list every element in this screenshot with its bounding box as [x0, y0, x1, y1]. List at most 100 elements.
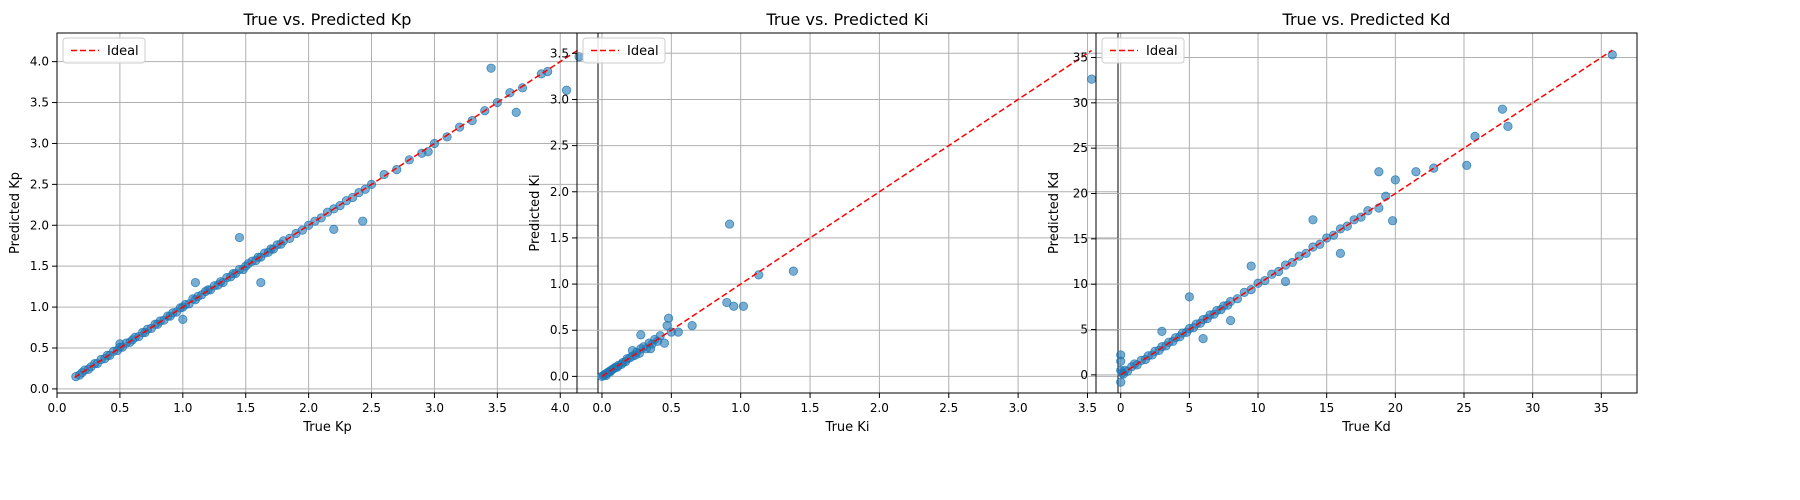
scatter-point — [1246, 261, 1256, 271]
legend: Ideal — [582, 37, 666, 64]
y-tick-label: 1.5 — [30, 259, 49, 273]
y-tick-label: 25 — [1073, 141, 1088, 155]
x-tick-label: 15 — [1319, 401, 1334, 415]
y-tick-label: 3.0 — [30, 136, 49, 150]
y-tick-label: 5 — [1080, 323, 1088, 337]
y-tick-label: 2.0 — [550, 185, 569, 199]
scatter-point — [1087, 74, 1097, 84]
y-tick-label: 3.0 — [550, 92, 569, 106]
ideal-line — [601, 49, 1093, 378]
legend-label: Ideal — [627, 44, 659, 59]
x-tick-label: 0.0 — [47, 401, 66, 415]
x-axis-label: True Ki — [825, 420, 870, 435]
y-tick-label: 0.0 — [30, 382, 49, 396]
scatter-point — [1246, 285, 1256, 295]
scatter-point — [1198, 333, 1208, 344]
scatter-point — [636, 330, 646, 340]
scatter-point — [1497, 104, 1508, 114]
y-axis-label: Predicted Kp — [8, 172, 23, 254]
scatter-point — [256, 277, 266, 288]
y-tick-label: 30 — [1073, 96, 1088, 110]
x-tick-label: 2.0 — [870, 401, 889, 415]
scatter-point — [1387, 216, 1398, 226]
y-tick-label: 3.5 — [550, 46, 569, 60]
x-tick-label: 30 — [1525, 401, 1540, 415]
x-axis-label: True Kp — [302, 420, 352, 435]
plot-frame — [1095, 32, 1638, 394]
scatter-point — [329, 224, 339, 234]
chart-panel-2: 0.0 0.5 1.0 1.5 2.0 2.5 3.0 3.5 0.0 0.5 1.0 1.5 2.0 2… — [528, 10, 1119, 435]
scatter-point — [1328, 230, 1339, 240]
scatter-point — [673, 327, 683, 337]
x-tick-label: 1.0 — [173, 401, 192, 415]
scatter-point — [663, 313, 674, 323]
y-axis-label: Predicted Kd — [1047, 172, 1062, 254]
scatter-point — [1184, 292, 1194, 302]
x-tick-label: 3.5 — [1078, 401, 1097, 415]
legend-label: Ideal — [107, 44, 139, 59]
x-tick-label: 25 — [1456, 401, 1471, 415]
x-tick-label: 3.0 — [1009, 401, 1028, 415]
y-tick-label: 4.0 — [30, 55, 49, 69]
scatter-point — [190, 277, 200, 288]
ideal-line — [1120, 49, 1613, 376]
scatter-point — [1308, 215, 1318, 225]
scatter-point — [1390, 175, 1400, 185]
x-tick-label: 10 — [1250, 401, 1265, 415]
y-tick-label: 1.0 — [30, 300, 49, 314]
legend-box — [582, 37, 666, 64]
scatter-point — [1374, 167, 1384, 177]
scatter-point — [234, 232, 245, 243]
scatter-point — [1280, 276, 1291, 287]
y-axis-label: Predicted Ki — [528, 174, 543, 251]
y-tick-label: 1.0 — [550, 277, 569, 291]
chart-panel-3: 0 5 10 15 20 25 30 35 0 5 10 15 20 25 30 35 True vs. Pre… — [1047, 10, 1638, 435]
x-tick-label: 2.5 — [362, 401, 381, 415]
scatter-point — [1503, 121, 1513, 132]
x-tick-label: 20 — [1388, 401, 1403, 415]
y-tick-label: 15 — [1073, 232, 1088, 246]
scatter-point — [1315, 239, 1325, 249]
chart-panel-1: 0.0 0.5 1.0 1.5 2.0 2.5 3.0 3.5 4.0 0.0 0.5 1.0 1.5 2… — [8, 10, 599, 435]
x-tick-label: 3.0 — [425, 401, 444, 415]
legend-label: Ideal — [1146, 44, 1178, 59]
ideal-line — [74, 48, 580, 379]
y-tick-label: 0.5 — [550, 323, 569, 337]
x-tick-label: 1.5 — [236, 401, 255, 415]
y-tick-label: 3.5 — [30, 96, 49, 110]
x-tick-label: 0.0 — [592, 401, 611, 415]
y-tick-label: 35 — [1073, 50, 1088, 64]
scatter-point — [178, 314, 188, 324]
scatter-point — [358, 216, 368, 226]
plot-frame — [56, 32, 599, 394]
scatter-point — [511, 107, 521, 117]
data-layer — [71, 48, 584, 382]
y-tick-label: 1.5 — [550, 231, 569, 245]
scatter-point — [1157, 326, 1167, 336]
y-tick-label: 0 — [1080, 368, 1088, 382]
scatter-point — [505, 88, 515, 98]
x-tick-label: 1.0 — [731, 401, 750, 415]
scatter-point — [1232, 294, 1243, 304]
y-tick-label: 20 — [1073, 187, 1088, 201]
scatter-point — [1462, 160, 1472, 170]
scatter-point — [1301, 248, 1311, 258]
scatter-point — [687, 321, 697, 331]
scatter-point — [724, 219, 735, 229]
scatter-point — [1116, 350, 1126, 360]
chart-title: True vs. Predicted Kd — [1282, 10, 1451, 29]
scatter-point — [659, 338, 669, 348]
x-tick-label: 4.0 — [551, 401, 570, 415]
x-tick-label: 0.5 — [662, 401, 681, 415]
y-tick-label: 2.0 — [30, 218, 49, 232]
data-layer — [1116, 49, 1617, 387]
scatter-point — [627, 345, 638, 356]
legend-box — [1101, 37, 1185, 64]
y-tick-label: 0.0 — [550, 369, 569, 383]
scatter-point — [379, 169, 389, 180]
scatter-point — [729, 301, 739, 311]
data-layer — [597, 49, 1097, 381]
x-axis-label: True Kd — [1341, 420, 1391, 435]
x-tick-label: 35 — [1594, 401, 1609, 415]
